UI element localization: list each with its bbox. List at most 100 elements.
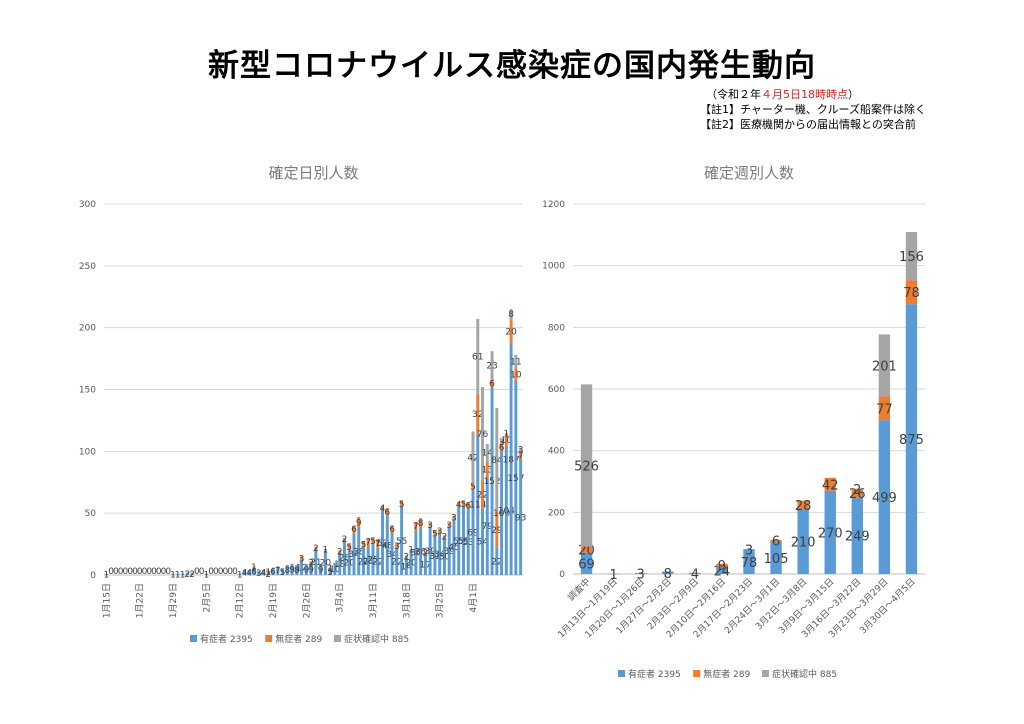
bar-segment <box>504 432 508 435</box>
chart-title: 確定週別人数 <box>704 164 794 182</box>
y-tick-label: 800 <box>548 323 565 333</box>
bar-segment <box>342 537 346 541</box>
data-label: 34 <box>434 550 446 560</box>
bar-segment <box>447 526 451 575</box>
data-label: 52 <box>377 539 388 549</box>
data-label: 7 <box>413 522 419 532</box>
bar-segment <box>428 526 432 575</box>
bar-segment <box>471 489 475 575</box>
data-label: 1 <box>323 546 329 556</box>
data-label: 7 <box>275 567 281 577</box>
bar-segment <box>395 547 399 575</box>
bar-segment <box>400 506 404 575</box>
bar-segment <box>376 539 380 548</box>
bar-segment <box>319 563 323 575</box>
data-label: 9 <box>289 565 295 575</box>
bar-segment <box>414 530 418 575</box>
bar-segment <box>171 573 175 575</box>
bar-segment <box>285 565 289 575</box>
bar-segment <box>471 483 475 490</box>
data-label: 30 <box>439 552 451 562</box>
data-label: 84 <box>491 456 503 466</box>
data-label: 3 <box>437 527 443 537</box>
chart-title: 確定日別人数 <box>268 164 358 182</box>
legend-label: 有症者 2395 <box>628 668 681 680</box>
data-label: 1 <box>175 570 181 580</box>
bar-segment <box>509 319 513 344</box>
y-tick-label: 1000 <box>542 262 565 272</box>
data-label: 0 <box>127 567 133 577</box>
data-label: 38 <box>415 548 427 558</box>
data-label: 6 <box>465 502 471 512</box>
data-label: 4 <box>242 569 248 579</box>
bar-segment <box>851 489 863 498</box>
data-label: 105 <box>764 552 789 567</box>
data-label: 6 <box>270 567 276 577</box>
bar-segment <box>509 309 513 320</box>
data-label: 3 <box>446 521 452 531</box>
bar-segment <box>300 560 304 575</box>
bar-segment <box>580 552 593 574</box>
bar-segment <box>485 461 489 478</box>
data-label: 11 <box>510 358 521 368</box>
bar-segment <box>362 547 365 575</box>
bar-segment <box>662 571 674 574</box>
data-label: 0 <box>208 567 214 577</box>
data-label: 93 <box>515 513 526 523</box>
bar-segment <box>500 440 504 444</box>
data-label: 1 <box>180 570 186 580</box>
data-label: 9 <box>303 565 309 575</box>
data-label: 25 <box>367 556 378 566</box>
bar-segment <box>242 570 246 575</box>
bar-segment <box>328 568 332 575</box>
data-label: 9 <box>308 565 314 575</box>
bar-segment <box>333 562 337 575</box>
bar-segment <box>743 549 755 574</box>
data-label: 2 <box>342 535 348 545</box>
bar-segment <box>409 549 413 551</box>
data-label: 0 <box>142 567 148 577</box>
data-label: 0 <box>137 567 143 577</box>
data-label: 18 <box>334 560 346 570</box>
bar-segment <box>342 540 346 575</box>
data-label: 10 <box>329 565 341 575</box>
data-label: 0 <box>123 567 129 577</box>
bar-segment <box>238 573 242 575</box>
data-label: 31 <box>429 552 440 562</box>
data-label: 2 <box>442 533 448 543</box>
bar-segment <box>300 556 304 561</box>
data-label: 55 <box>458 537 469 547</box>
data-label: 3 <box>427 521 433 531</box>
legend-label: 無症者 289 <box>703 668 750 680</box>
data-label: 34 <box>348 550 360 560</box>
bar-segment <box>414 521 418 531</box>
bar-segment <box>635 573 647 574</box>
data-label: 22 <box>372 557 383 567</box>
data-label: 1 <box>237 570 243 580</box>
data-label: 26 <box>849 487 866 502</box>
data-label: 8 <box>508 310 514 320</box>
bar-segment <box>452 515 456 520</box>
data-label: 3 <box>451 513 457 523</box>
x-tick-label: 3月4日 <box>335 583 346 612</box>
x-tick-label: 1月22日 <box>135 583 146 618</box>
bar-segment <box>495 547 499 575</box>
bar-segment <box>338 552 342 575</box>
data-label: 5 <box>399 500 405 510</box>
data-label: 53 <box>463 538 474 548</box>
data-label: 20 <box>343 559 355 569</box>
data-label: 5 <box>461 500 467 510</box>
data-label: 8 <box>418 519 424 529</box>
data-label: 1 <box>265 568 271 578</box>
bar-segment <box>266 571 270 573</box>
y-tick-label: 150 <box>79 386 96 396</box>
bar-segment <box>457 502 461 507</box>
bar-segment <box>689 572 701 574</box>
bar-segment <box>495 511 499 548</box>
bar-segment <box>385 515 389 575</box>
bar-segment <box>476 434 480 575</box>
data-label: 36 <box>410 549 422 559</box>
data-label: 6 <box>499 444 505 454</box>
data-label: 39 <box>424 547 436 557</box>
data-label: 187 <box>503 455 520 465</box>
